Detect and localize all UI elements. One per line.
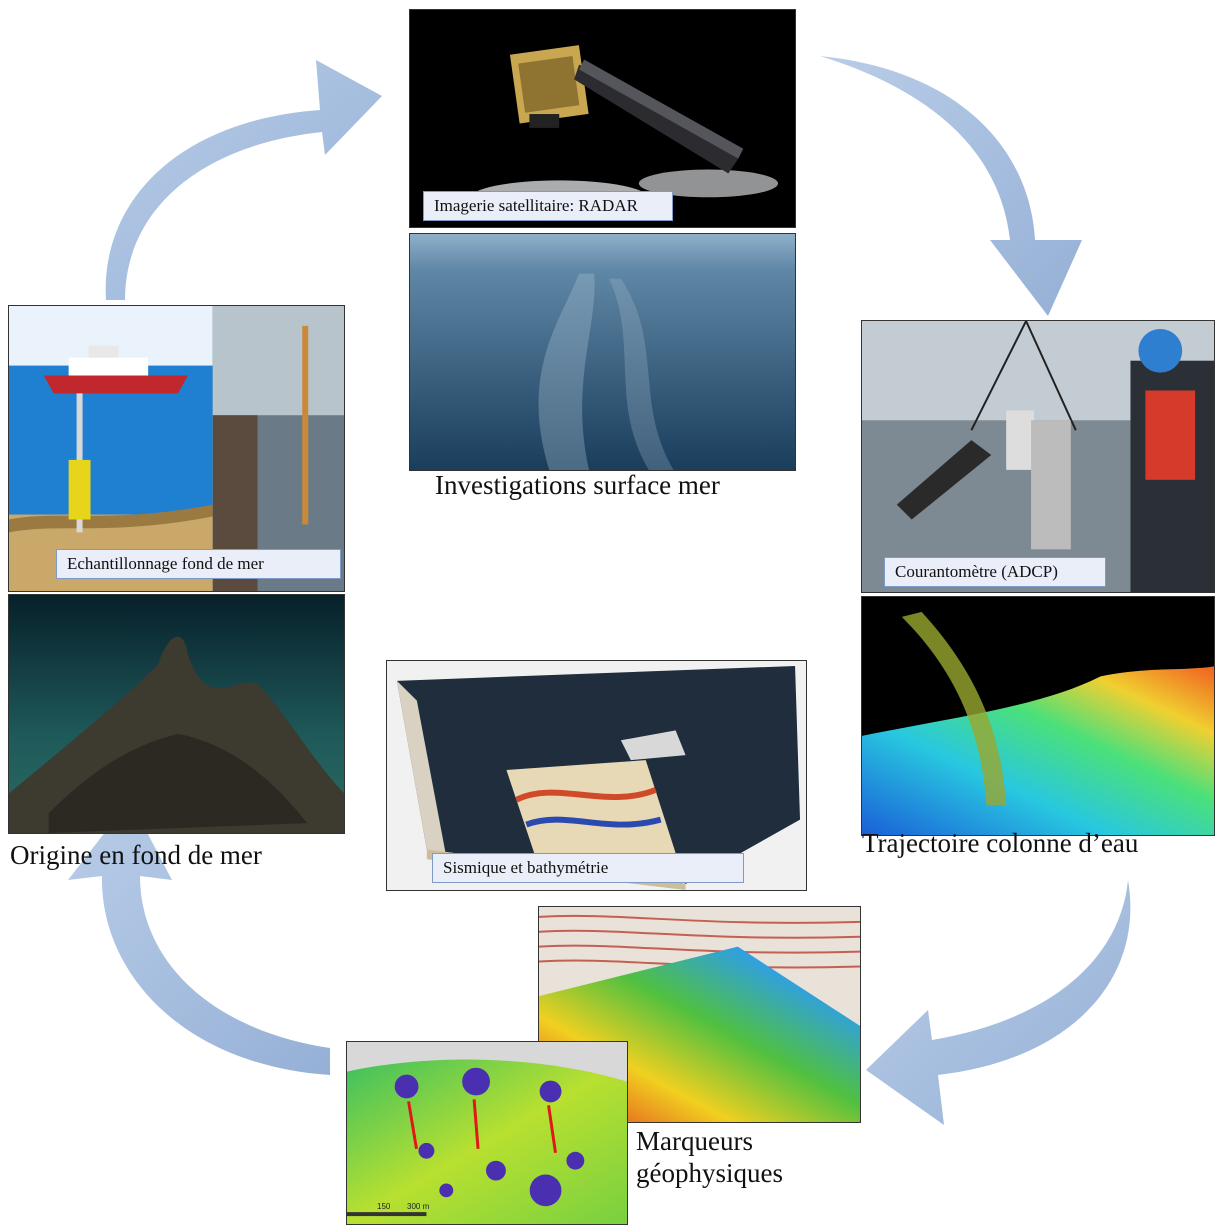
seafloor-sampling-image: [8, 305, 345, 592]
adcp-photo: [861, 320, 1215, 593]
caption-water-column: Trajectoire colonne d’eau: [862, 828, 1139, 858]
arrow-top-left: [105, 60, 382, 300]
arrow-bottom-left: [68, 800, 330, 1075]
caption-surface: Investigations surface mer: [435, 470, 720, 500]
scale-tick-1: 150: [377, 1202, 391, 1211]
satellite-radar-image: [409, 9, 796, 228]
pockmark-bathymetry-map: 150 300 m: [346, 1041, 628, 1225]
sampling-label: Echantillonnage fond de mer: [56, 549, 341, 579]
caption-origin: Origine en fond de mer: [10, 840, 262, 870]
seismic-label: Sismique et bathymétrie: [432, 853, 744, 883]
sea-surface-photo: [409, 233, 796, 471]
caption-markers-line2: géophysiques: [636, 1158, 783, 1188]
arrow-bottom-right: [866, 880, 1131, 1125]
water-column-trajectory-image: [861, 596, 1215, 836]
adcp-label: Courantomètre (ADCP): [884, 557, 1106, 587]
scale-tick-2: 300 m: [407, 1202, 430, 1211]
satellite-label: Imagerie satellitaire: RADAR: [423, 191, 673, 221]
seafloor-origin-photo: [8, 594, 345, 834]
seismic-bathymetry-image: [386, 660, 807, 891]
satellite-icon: [509, 45, 744, 174]
arrow-top-right: [820, 56, 1082, 316]
caption-markers-line1: Marqueurs: [636, 1126, 753, 1156]
ship-icon: [43, 345, 188, 394]
